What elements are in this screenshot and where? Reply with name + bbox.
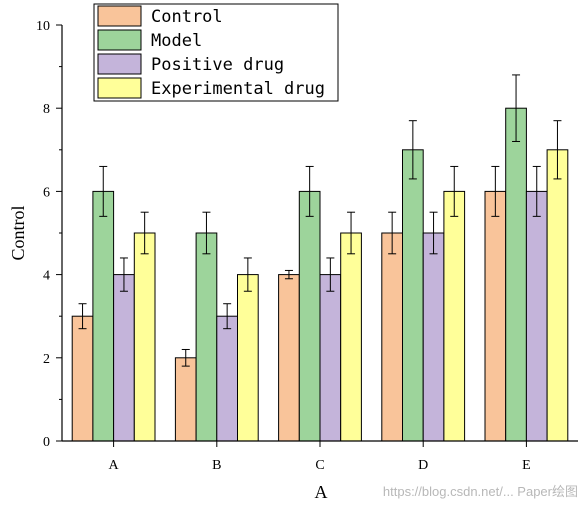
bar bbox=[174, 357, 197, 442]
bars-layer bbox=[71, 74, 569, 442]
legend-label: Positive drug bbox=[151, 55, 284, 75]
legend-label: Control bbox=[151, 7, 223, 27]
y-tick-label: 10 bbox=[36, 19, 50, 34]
y-tick-label: 0 bbox=[43, 435, 50, 450]
y-tick-label: 2 bbox=[43, 352, 50, 367]
ticks-layer: A B C D E 0 2 4 6 8 10 bbox=[36, 19, 531, 473]
bar bbox=[298, 190, 321, 442]
bar bbox=[195, 232, 218, 442]
x-tick-label: C bbox=[315, 458, 324, 473]
bar bbox=[92, 190, 115, 442]
legend-swatch bbox=[97, 77, 142, 99]
y-tick-label: 6 bbox=[43, 185, 50, 200]
legend-items: Control Model Positive drug Experimental dr… bbox=[97, 5, 325, 99]
legend-label: Experimental drug bbox=[151, 79, 325, 99]
bar bbox=[381, 232, 403, 442]
x-tick-label: E bbox=[522, 458, 531, 473]
bar bbox=[319, 274, 342, 442]
bar bbox=[133, 232, 156, 442]
legend: Control Model Positive drug Experimental dr… bbox=[93, 3, 339, 102]
x-tick-label: D bbox=[418, 458, 428, 473]
bar bbox=[113, 274, 135, 442]
bar bbox=[525, 190, 548, 442]
y-tick-label: 4 bbox=[43, 269, 50, 284]
bar bbox=[278, 274, 300, 442]
x-tick-label: B bbox=[212, 458, 221, 473]
bar bbox=[216, 315, 239, 442]
bar bbox=[340, 232, 362, 442]
x-axis-label: A bbox=[315, 482, 328, 502]
watermark: https://blog.csdn.net/... Paper绘图 bbox=[383, 484, 578, 499]
legend-swatch bbox=[97, 53, 142, 75]
bar bbox=[443, 190, 466, 442]
bar bbox=[71, 315, 94, 442]
bar bbox=[546, 149, 569, 442]
legend-swatch bbox=[97, 29, 142, 51]
bar bbox=[237, 274, 259, 442]
y-tick-label: 8 bbox=[43, 102, 50, 117]
x-tick-label: A bbox=[109, 458, 120, 473]
bar bbox=[402, 149, 424, 442]
bar bbox=[484, 190, 507, 442]
legend-label: Model bbox=[151, 31, 202, 51]
bar bbox=[505, 107, 527, 442]
bar bbox=[422, 232, 445, 442]
legend-swatch bbox=[97, 5, 142, 27]
y-axis-label: Control bbox=[8, 205, 28, 260]
